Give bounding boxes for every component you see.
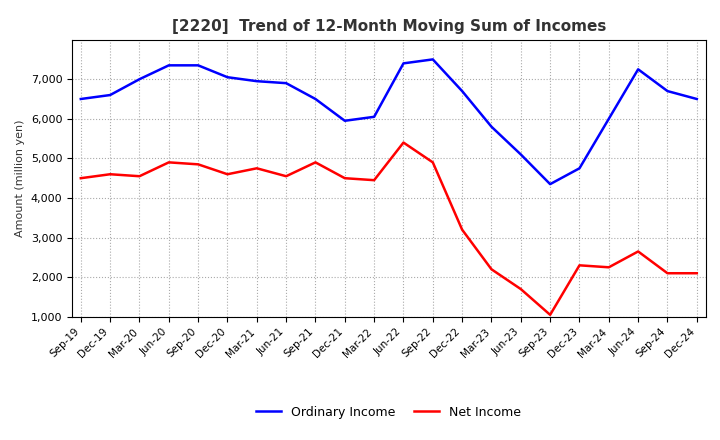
Net Income <box>487 267 496 272</box>
Net Income <box>605 264 613 270</box>
Net Income <box>428 160 437 165</box>
Ordinary Income <box>546 181 554 187</box>
Ordinary Income <box>575 165 584 171</box>
Net Income <box>546 312 554 317</box>
Ordinary Income <box>663 88 672 94</box>
Ordinary Income <box>487 124 496 129</box>
Ordinary Income <box>76 96 85 102</box>
Net Income <box>164 160 173 165</box>
Net Income <box>575 263 584 268</box>
Ordinary Income <box>516 152 525 157</box>
Net Income <box>135 173 144 179</box>
Net Income <box>370 177 379 183</box>
Y-axis label: Amount (million yen): Amount (million yen) <box>15 119 25 237</box>
Title: [2220]  Trend of 12-Month Moving Sum of Incomes: [2220] Trend of 12-Month Moving Sum of I… <box>171 19 606 34</box>
Ordinary Income <box>341 118 349 123</box>
Ordinary Income <box>282 81 290 86</box>
Ordinary Income <box>135 77 144 82</box>
Net Income <box>516 286 525 292</box>
Net Income <box>106 172 114 177</box>
Net Income <box>341 176 349 181</box>
Ordinary Income <box>223 74 232 80</box>
Net Income <box>693 271 701 276</box>
Ordinary Income <box>428 57 437 62</box>
Net Income <box>76 176 85 181</box>
Ordinary Income <box>458 88 467 94</box>
Ordinary Income <box>399 61 408 66</box>
Ordinary Income <box>164 62 173 68</box>
Net Income <box>223 172 232 177</box>
Ordinary Income <box>370 114 379 119</box>
Net Income <box>253 165 261 171</box>
Ordinary Income <box>194 62 202 68</box>
Net Income <box>282 173 290 179</box>
Ordinary Income <box>693 96 701 102</box>
Ordinary Income <box>634 66 642 72</box>
Net Income <box>634 249 642 254</box>
Net Income <box>458 227 467 232</box>
Net Income <box>194 161 202 167</box>
Ordinary Income <box>253 78 261 84</box>
Legend: Ordinary Income, Net Income: Ordinary Income, Net Income <box>251 401 526 424</box>
Net Income <box>399 140 408 145</box>
Ordinary Income <box>605 116 613 121</box>
Ordinary Income <box>311 96 320 102</box>
Line: Ordinary Income: Ordinary Income <box>81 59 697 184</box>
Line: Net Income: Net Income <box>81 143 697 315</box>
Net Income <box>311 160 320 165</box>
Net Income <box>663 271 672 276</box>
Ordinary Income <box>106 92 114 98</box>
